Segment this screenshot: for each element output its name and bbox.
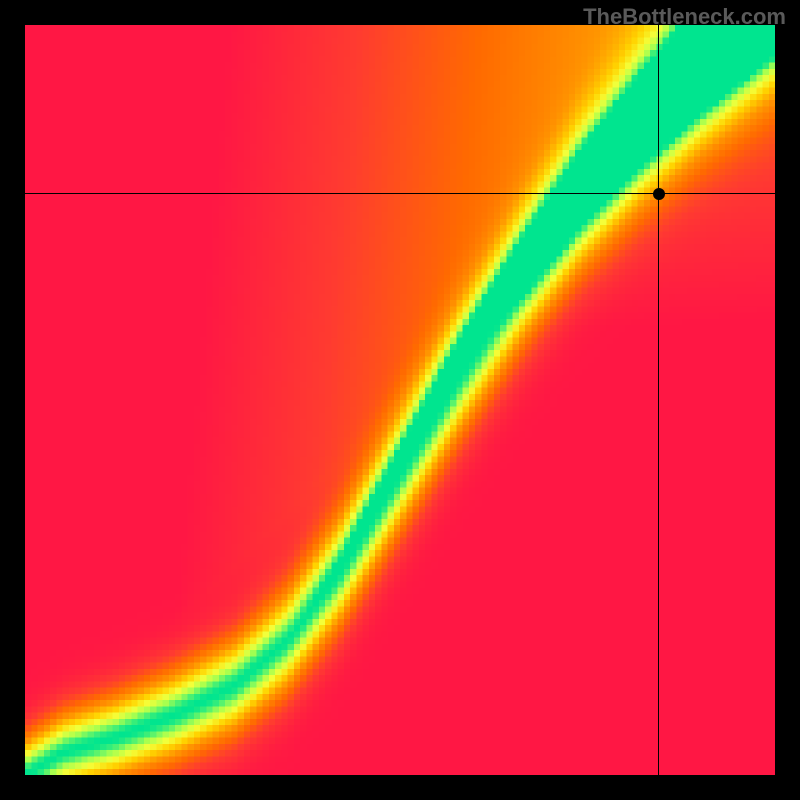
- marker-dot: [653, 188, 665, 200]
- plot-area: [25, 25, 775, 775]
- chart-container: TheBottleneck.com: [0, 0, 800, 800]
- crosshair-vertical: [658, 25, 659, 775]
- watermark-text: TheBottleneck.com: [583, 4, 786, 30]
- heatmap-canvas: [25, 25, 775, 775]
